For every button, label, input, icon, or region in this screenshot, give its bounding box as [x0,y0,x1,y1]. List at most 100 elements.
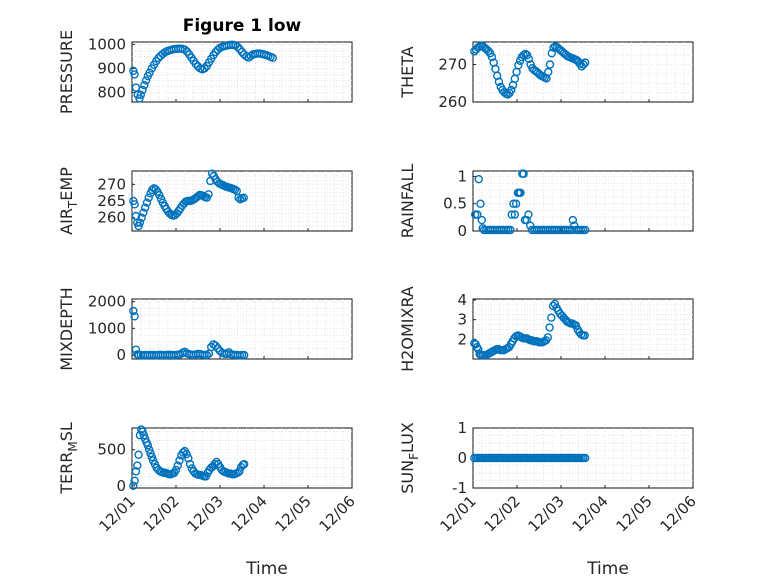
y-label-main: RAINFALL [398,164,417,239]
y-tick-label: 0 [116,346,126,364]
x-tick-label: 12/05 [272,492,315,535]
series-pressure [129,40,277,103]
data-point [230,185,240,194]
data-point [129,481,138,491]
data-point [140,80,149,90]
data-point [184,454,193,463]
data-point [487,52,497,62]
data-point [472,342,482,352]
data-point [145,68,154,77]
data-point [547,49,556,58]
y-label-rest: SL [57,422,76,441]
data-point [509,199,518,208]
data-point [524,210,533,219]
y-axis-label: TERRMSL [57,422,80,495]
y-axis-label: AIRTEMP [57,167,80,235]
data-point [133,461,142,470]
x-tick-label: 12/06 [316,492,359,535]
x-tick-label: 12/04 [569,492,612,535]
data-point [545,60,555,69]
data-point [526,221,535,230]
series-mixdepth [129,306,249,360]
data-point [146,449,155,458]
data-point [185,459,195,469]
x-tick-label: 12/02 [140,492,183,535]
y-tick-label: -1 [452,479,467,497]
y-tick-label: 260 [97,209,126,227]
data-point [141,76,151,85]
axes-frame [472,41,694,103]
data-point [235,467,244,476]
y-tick-label: 500 [97,441,126,459]
y-axis-label: THETA [398,46,417,98]
y-tick-label: 265 [97,192,126,210]
data-point [581,453,590,463]
panel-sun_flux: 12/01 12/02 12/03 12/04 12/05 12/06 -1 0 1 SUNFLU… [398,419,700,579]
y-label-rest: LUX [398,422,417,453]
data-point [545,323,554,332]
data-point [142,198,152,207]
data-point [144,445,154,454]
data-point [135,94,144,103]
series-terr_msl [129,425,249,491]
data-point [143,441,153,450]
data-point [581,58,590,67]
data-point [129,66,138,76]
data-point [136,90,146,100]
data-point [547,313,556,322]
data-point [182,449,191,459]
data-point [516,188,525,198]
y-label-main: AIR [57,208,76,235]
y-label-main: TERR [57,452,76,495]
data-point [550,299,560,309]
y-tick-label: 270 [438,56,467,74]
y-tick-label: 3 [457,311,467,329]
series-sun_flux [470,453,590,463]
y-tick-label: 4 [457,291,467,309]
data-point [139,208,148,217]
data-point [510,210,519,219]
y-label-main: THETA [398,46,417,98]
data-point [239,459,249,469]
data-point [171,465,181,475]
data-point [507,85,516,95]
data-point [155,190,164,200]
series-air_temp [129,169,248,231]
data-point [131,467,141,476]
y-tick-label: 2 [457,330,467,348]
data-point [506,225,515,235]
data-point [507,210,516,219]
data-point [233,42,242,51]
y-tick-label: 1 [457,167,467,185]
data-point [579,60,588,69]
y-axis-label: SUNFLUX [398,422,421,494]
data-point [581,225,590,235]
data-point [135,218,145,227]
data-point [148,185,157,195]
panel-terr_msl: 12/01 12/02 12/03 12/04 12/05 12/06 0 500 TERRMS… [57,422,359,579]
data-point [477,215,486,225]
data-point [268,53,277,63]
data-point [473,210,482,219]
data-point [139,431,149,440]
y-label-rest: EMP [57,167,76,201]
y-tick-label: 0 [457,222,467,240]
data-point [544,67,553,77]
y-label-subscript: M [66,441,80,451]
y-tick-label: 900 [97,59,126,77]
data-point [204,190,213,199]
data-point [215,346,225,356]
data-point [138,85,147,95]
data-point [191,59,201,69]
y-axis-label: MIXDEPTH [57,287,76,370]
y-tick-label: 0 [116,477,126,495]
data-point [476,199,485,208]
y-tick-label: 1000 [88,35,126,53]
data-point [543,333,552,342]
chart-title: Figure 1 low [183,16,302,36]
data-point [239,350,249,360]
x-tick-label: 12/01 [437,492,480,535]
y-label-main: H2OMIXRA [398,286,417,372]
data-point [200,64,209,73]
